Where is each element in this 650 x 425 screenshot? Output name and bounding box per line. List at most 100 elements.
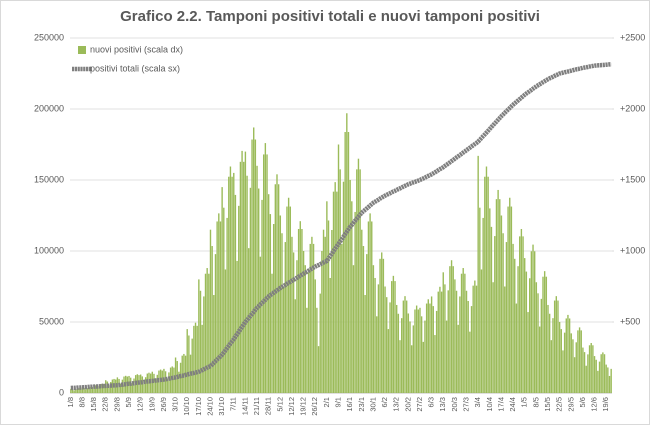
bar [452,266,454,393]
bar [304,265,306,393]
bar [437,291,439,393]
bar [206,268,208,393]
bar [153,373,155,393]
x-tick-label: 1/8 [66,397,75,407]
bar [131,382,134,393]
bar [342,181,345,393]
x-tick-label: 12/9 [136,397,145,412]
bar [258,188,260,393]
bar [582,347,584,393]
bar [253,127,255,394]
bar [484,176,486,393]
bar [595,359,597,393]
bar [545,276,548,393]
bar [412,325,415,393]
bar [95,385,97,393]
bar [276,174,278,393]
x-tick-label: 31/10 [217,397,226,416]
bar [548,313,551,393]
bar [514,258,516,393]
bar [254,139,257,393]
x-tick-label: 2/1 [322,397,331,407]
bar [372,265,375,393]
bar [164,371,167,393]
bar [485,166,488,393]
bar [346,113,348,393]
bar [580,330,582,393]
y2-tick-label: +500 [620,316,640,326]
bar [238,205,240,393]
bar [540,298,543,393]
bar [347,132,350,393]
x-tick-label: 22/8 [101,397,110,412]
bar [324,236,326,393]
bar [459,296,461,393]
x-tick-label: 13/2 [392,397,401,412]
bar [262,154,265,393]
bar [211,246,213,393]
bar [422,341,424,393]
bar [111,379,114,393]
bar [337,144,340,393]
bar [361,229,363,393]
bar [166,378,168,393]
bar [427,299,429,393]
bar [239,161,242,393]
bar [600,354,602,393]
bar [186,329,188,393]
bar [557,300,559,393]
bar [588,345,591,393]
bar [286,206,288,393]
bar [183,353,185,393]
y2-tick-label: +1000 [620,245,645,255]
bar [525,271,528,393]
bar [309,243,311,393]
bar [341,243,343,393]
bar [527,312,529,393]
bar [234,194,237,393]
bar [271,273,273,393]
bar [307,272,310,393]
bar [103,384,105,393]
y-tick-label: 250000 [34,32,64,42]
bar [314,279,316,393]
bar [354,211,356,393]
bar [334,182,336,393]
bar [362,246,365,393]
bar [524,258,526,393]
bar [256,165,258,393]
bar [249,187,252,393]
bar [450,260,453,393]
chart-title: Grafico 2.2. Tamponi positivi totali e n… [120,8,540,25]
bar [489,208,491,393]
bar [193,325,195,393]
bar [444,284,446,393]
bar [141,376,144,393]
x-tick-label: 6/2 [380,397,389,407]
bar [414,309,416,393]
bar [395,304,398,393]
bar [228,176,230,393]
line [70,62,612,391]
bar [156,374,158,393]
bar [302,251,305,393]
bar [469,331,471,393]
bar [352,265,355,393]
bar [244,151,247,393]
bar [229,166,232,393]
bar [148,372,150,393]
bar [542,276,544,393]
bar [321,251,323,393]
bar [565,318,567,393]
x-tick-label: 29/5 [566,397,575,412]
bar [520,228,523,393]
bar [399,340,401,393]
bar [98,385,100,393]
x-tick-label: 16/1 [345,397,354,412]
bar [297,228,300,393]
x-tick-label: 10/4 [485,397,494,412]
x-tick-label: 12/12 [287,397,296,416]
bar [457,324,459,393]
x-tick-label: 19/9 [147,397,156,412]
bar [567,314,569,393]
